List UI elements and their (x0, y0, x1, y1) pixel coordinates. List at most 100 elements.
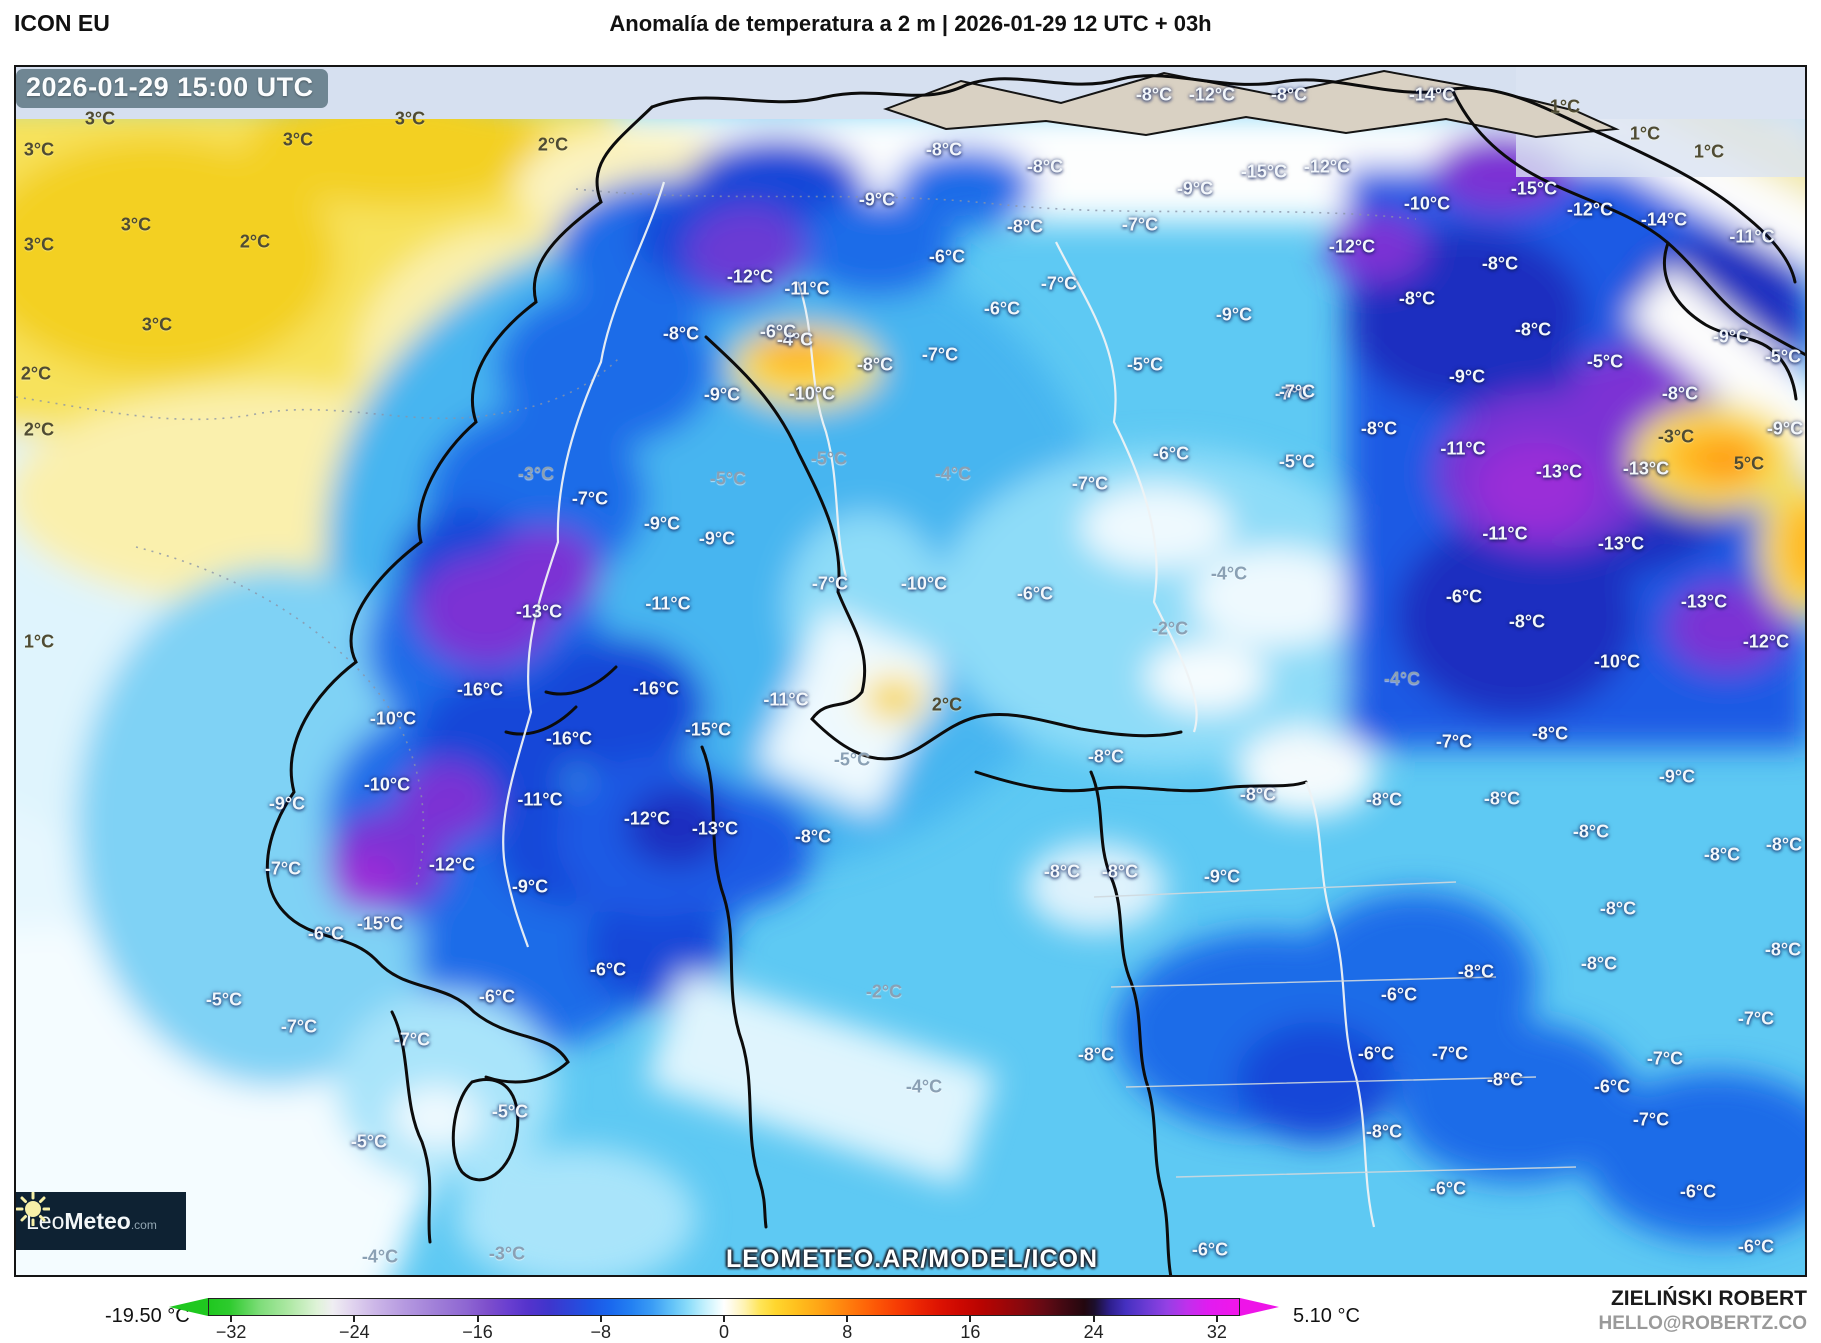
temp-label: -8°C (1764, 939, 1802, 960)
temp-label: -12°C (726, 266, 774, 287)
colorbar-tick-label: 8 (842, 1322, 853, 1342)
country-borders (502, 181, 1376, 1228)
temp-label: -8°C (1481, 253, 1519, 274)
temp-label: -8°C (1514, 319, 1552, 340)
temp-label: -11°C (1729, 226, 1775, 247)
temp-label: -9°C (1658, 766, 1696, 787)
header-bar: ICON EU Anomalía de temperatura a 2 m | … (0, 0, 1821, 64)
temp-label: -2°C (1151, 618, 1189, 639)
colorbar-min-label: -19.50 °C (105, 1305, 190, 1327)
temp-label: -4°C (776, 329, 814, 350)
temp-label: 3°C (23, 139, 55, 160)
temp-label: -6°C (1016, 583, 1054, 604)
temp-label: -5°C (810, 448, 848, 469)
temp-label: -3°C (517, 463, 555, 484)
coastlines (265, 74, 1805, 1275)
temp-label: -7°C (280, 1016, 318, 1037)
admin-borders (1093, 881, 1577, 1178)
temp-label: -7°C (811, 573, 849, 594)
temp-label: -9°C (268, 793, 306, 814)
page-title: Anomalía de temperatura a 2 m | 2026-01-… (609, 11, 1212, 36)
temp-label: -14°C (1640, 209, 1688, 230)
temp-label: -6°C (759, 321, 797, 342)
temp-label: -7°C (921, 344, 959, 365)
temp-label: -8°C (1043, 861, 1081, 882)
colorbar-tick-label: −8 (590, 1322, 612, 1342)
temp-label: -6°C (1152, 443, 1190, 464)
temp-label: -11°C (784, 278, 830, 299)
temp-label: -11°C (1482, 523, 1528, 544)
temp-label: -8°C (1457, 961, 1495, 982)
colorbar-right-arrow (1240, 1298, 1279, 1316)
temp-label: -8°C (1365, 789, 1403, 810)
temp-label: -16°C (545, 728, 593, 749)
temp-label: -6°C (1429, 1178, 1467, 1199)
colorbar-tick-label: −32 (215, 1322, 247, 1342)
colorbar-tick-label: 0 (718, 1322, 730, 1342)
temp-label: 3°C (394, 108, 426, 129)
credit-block: ZIELIŃSKI ROBERT HELLO@ROBERTZ.CO (1598, 1287, 1807, 1335)
temp-label: -8°C (662, 323, 700, 344)
temp-label: -6°C (1679, 1181, 1717, 1202)
temp-label: -14°C (1408, 84, 1456, 105)
leometeo-logo: LeoMeteo.com (16, 1192, 186, 1250)
colorbar-tick (969, 1316, 972, 1322)
temp-label: -7°C (1632, 1109, 1670, 1130)
temp-label: -15°C (356, 913, 404, 934)
colorbar-left-arrow (169, 1298, 208, 1316)
sun-icon (16, 1192, 50, 1226)
temp-label: -10°C (1593, 651, 1641, 672)
temp-label: -8°C (925, 139, 963, 160)
temp-label: -13°C (691, 818, 739, 839)
temp-label: -11°C (517, 789, 563, 810)
temp-label: -8°C (1360, 418, 1398, 439)
temp-label: -13°C (1622, 458, 1670, 479)
temp-label: -8°C (794, 826, 832, 847)
temp-label: -5°C (491, 1101, 529, 1122)
colorbar-tick-label: 24 (1083, 1322, 1104, 1342)
temp-label: -5°C (1126, 354, 1164, 375)
temp-label: -2°C (865, 981, 903, 1002)
colorbar-tick (1215, 1316, 1218, 1322)
temp-label: -10°C (369, 708, 417, 729)
temp-label: -6°C (478, 986, 516, 1007)
temp-label: -8°C (1508, 611, 1546, 632)
temp-label: -9°C (1712, 326, 1750, 347)
temp-label: -10°C (363, 774, 411, 795)
temp-label: -6°C (1593, 1076, 1631, 1097)
temp-label: -8°C (1599, 898, 1637, 919)
colorbar-tick (230, 1316, 233, 1322)
temp-label: -4°C (1210, 563, 1248, 584)
temp-label: -6°C (1380, 984, 1418, 1005)
temp-label: 3°C (23, 234, 55, 255)
temp-label: -13°C (1535, 461, 1583, 482)
temp-label: -4°C (934, 463, 972, 484)
temp-label: -9°C (643, 513, 681, 534)
temp-label: -8°C (1135, 84, 1173, 105)
temp-label: -8°C (1398, 288, 1436, 309)
temp-label: -16°C (456, 679, 504, 700)
temp-label: -12°C (1328, 236, 1376, 257)
temp-label: -12°C (1742, 631, 1790, 652)
colorbar-tick (846, 1316, 849, 1322)
author-name: ZIELIŃSKI ROBERT (1610, 1287, 1807, 1310)
temp-label: 1°C (1629, 123, 1661, 144)
temp-label: -7°C (1274, 383, 1312, 404)
temp-label: -5°C (709, 468, 747, 489)
temp-label: -15°C (1240, 161, 1288, 182)
temp-label: -6°C (1445, 586, 1483, 607)
temp-label: -5°C (833, 749, 871, 770)
colorbar-tick (723, 1316, 725, 1322)
temp-label: 5°C (1733, 453, 1765, 474)
temp-label: -7°C (1435, 731, 1473, 752)
temp-label: -13°C (1680, 591, 1728, 612)
temp-label: -9°C (1203, 866, 1241, 887)
temp-label: -11°C (1440, 438, 1486, 459)
weather-map: 2026-01-29 15:00 UTC 3°C 3°C 3°C 3°C 2°C 3°C 3… (14, 65, 1807, 1277)
temp-label: -7°C (1431, 1043, 1469, 1064)
temp-label: 3°C (282, 129, 314, 150)
colorbar-tick-label: −24 (339, 1322, 370, 1342)
temp-label: -6°C (307, 923, 345, 944)
temp-label: 2°C (239, 231, 271, 252)
